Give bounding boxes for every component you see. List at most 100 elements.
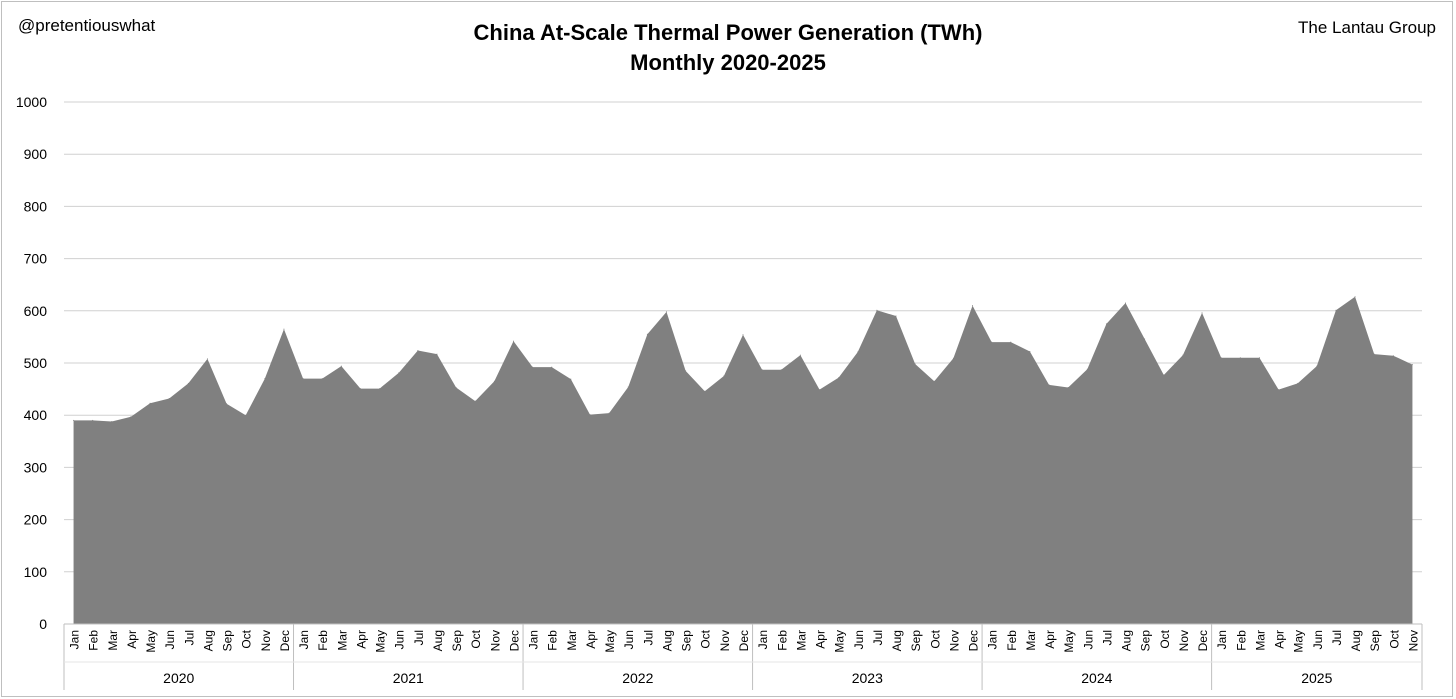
x-tick-label-month: Aug	[1349, 630, 1363, 651]
x-tick-label-year: 2024	[1081, 670, 1112, 686]
x-tick-label-month: May	[603, 630, 617, 653]
x-tick-label-month: Nov	[718, 630, 732, 651]
data-point	[608, 412, 610, 414]
data-point	[532, 366, 534, 368]
y-axis: 0 100 200 300 400 500 600 700 800 900 1000	[16, 94, 47, 632]
data-point	[1335, 309, 1337, 311]
x-tick-label-month: May	[1292, 630, 1306, 653]
data-point	[723, 375, 725, 377]
data-point	[1010, 341, 1012, 343]
y-tick-label: 600	[24, 303, 48, 319]
x-tick-label-month: Nov	[1406, 630, 1420, 651]
source-label: The Lantau Group	[1298, 18, 1436, 37]
data-point	[1182, 354, 1184, 356]
x-tick-label-month: Feb	[1234, 630, 1248, 651]
data-point	[952, 357, 954, 359]
data-point	[245, 414, 247, 416]
x-tick-label-month: May	[144, 630, 158, 653]
x-tick-label-month: Nov	[1177, 630, 1191, 651]
data-point	[149, 402, 151, 404]
data-point	[914, 363, 916, 365]
x-tick-label-month: Jun	[852, 630, 866, 649]
data-point	[589, 414, 591, 416]
data-point	[742, 334, 744, 336]
data-point	[876, 309, 878, 311]
x-tick-label-month: May	[1062, 630, 1076, 653]
x-tick-label-month: May	[833, 630, 847, 653]
data-point	[417, 349, 419, 351]
data-point	[1239, 357, 1241, 359]
data-point	[474, 400, 476, 402]
y-tick-label: 700	[24, 251, 48, 267]
data-point	[73, 419, 75, 421]
data-point	[1297, 382, 1299, 384]
x-tick-label-month: Sep	[909, 630, 923, 652]
y-tick-label: 300	[24, 459, 48, 475]
area-fill	[73, 296, 1413, 624]
x-tick-label-month: Apr	[1043, 630, 1057, 649]
data-point	[627, 386, 629, 388]
x-tick-label-month: Dec	[278, 630, 292, 651]
data-point	[111, 420, 113, 422]
data-point	[933, 380, 935, 382]
x-tick-label-month: Jul	[182, 630, 196, 645]
x-tick-label-month: Apr	[1273, 630, 1287, 649]
x-tick-label-year: 2020	[163, 670, 194, 686]
x-tick-label-month: Jan	[527, 630, 541, 649]
data-point	[857, 351, 859, 353]
x-tick-label-month: Mar	[335, 630, 349, 651]
data-point	[991, 341, 993, 343]
x-tick-label-month: Feb	[1005, 630, 1019, 651]
x-tick-label-month: Nov	[259, 630, 273, 651]
x-tick-label-month: Nov	[488, 630, 502, 651]
data-point	[1373, 353, 1375, 355]
x-tick-label-month: May	[374, 630, 388, 653]
y-tick-label: 800	[24, 198, 48, 214]
data-point	[1144, 338, 1146, 340]
y-tick-label: 100	[24, 564, 48, 580]
data-point	[512, 340, 514, 342]
x-tick-label-month: Jan	[756, 630, 770, 649]
x-tick-label-month: Apr	[125, 630, 139, 649]
data-point	[838, 377, 840, 379]
data-point	[1258, 357, 1260, 359]
chart-title-block: China At-Scale Thermal Power Generation …	[0, 18, 1456, 78]
x-tick-label-month: Mar	[1253, 630, 1267, 651]
data-point	[819, 389, 821, 391]
data-point	[187, 382, 189, 384]
data-point	[264, 378, 266, 380]
data-point	[1392, 355, 1394, 357]
x-tick-label-month: Oct	[699, 629, 713, 648]
data-point	[130, 416, 132, 418]
x-tick-label-month: Jun	[1311, 630, 1325, 649]
data-point	[895, 315, 897, 317]
x-tick-label-month: Aug	[660, 630, 674, 651]
data-point	[1067, 387, 1069, 389]
x-tick-label-month: Jul	[1100, 630, 1114, 645]
x-tick-label-month: Jun	[1081, 630, 1095, 649]
x-tick-label-month: Sep	[1139, 630, 1153, 652]
x-tick-label-year: 2025	[1301, 670, 1332, 686]
x-tick-label-month: Feb	[546, 630, 560, 651]
x-tick-label-month: Oct	[240, 629, 254, 648]
data-point	[493, 380, 495, 382]
x-tick-label-month: Aug	[1120, 630, 1134, 651]
data-point	[646, 333, 648, 335]
data-point	[665, 311, 667, 313]
x-tick-label-month: Oct	[469, 629, 483, 648]
x-tick-label-month: Sep	[680, 630, 694, 652]
x-tick-label-month: Dec	[1196, 630, 1210, 651]
x-tick-label-month: Jul	[1330, 630, 1344, 645]
data-point	[1125, 302, 1127, 304]
y-tick-label: 900	[24, 146, 48, 162]
x-tick-label-month: Jan	[68, 630, 82, 649]
data-point	[206, 358, 208, 360]
data-point	[570, 378, 572, 380]
x-tick-label-month: Oct	[1158, 629, 1172, 648]
x-tick-label-month: Apr	[354, 630, 368, 649]
data-point	[972, 305, 974, 307]
x-tick-label-month: Apr	[814, 630, 828, 649]
data-point	[1163, 374, 1165, 376]
data-point	[1278, 389, 1280, 391]
data-point	[1354, 296, 1356, 298]
